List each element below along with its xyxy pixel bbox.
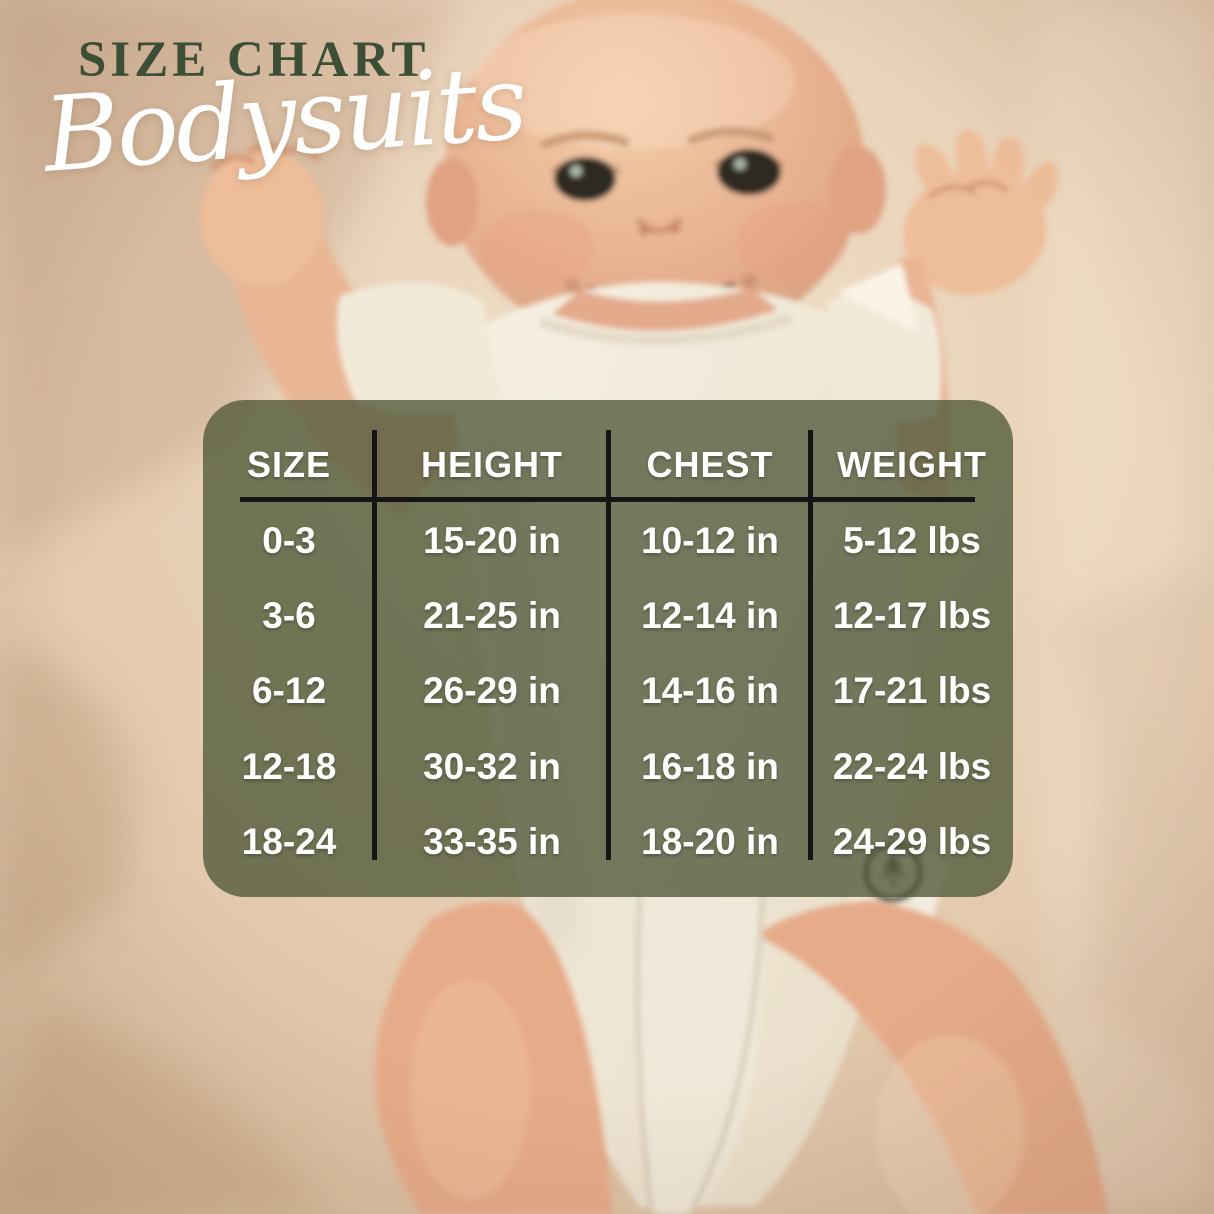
cell-chest-18-24: 18-20 in xyxy=(641,821,779,863)
cell-chest-6-12: 14-16 in xyxy=(641,670,779,712)
cell-weight-12-18: 22-24 lbs xyxy=(832,745,992,787)
size-table-panel: SIZE HEIGHT CHEST WEIGHT 0-3 15-20 in 10… xyxy=(203,400,1013,897)
column-divider xyxy=(372,430,377,860)
cell-height-6-12: 26-29 in xyxy=(423,670,561,712)
cell-weight-3-6: 12-17 lbs xyxy=(832,595,992,637)
column-header-weight: WEIGHT xyxy=(837,443,987,485)
cell-size-18-24: 18-24 xyxy=(241,821,337,863)
header-underline xyxy=(240,497,975,502)
cell-height-0-3: 15-20 in xyxy=(423,519,561,561)
column-divider xyxy=(808,430,813,860)
column-header-size: SIZE xyxy=(246,443,331,485)
cell-height-18-24: 33-35 in xyxy=(423,821,561,863)
cell-chest-3-6: 12-14 in xyxy=(641,595,779,637)
column-header-height: HEIGHT xyxy=(420,443,563,485)
cell-height-3-6: 21-25 in xyxy=(423,595,561,637)
cell-chest-0-3: 10-12 in xyxy=(641,519,779,561)
cell-height-12-18: 30-32 in xyxy=(423,745,561,787)
cell-size-3-6: 3-6 xyxy=(262,595,316,637)
size-table: SIZE HEIGHT CHEST WEIGHT 0-3 15-20 in 10… xyxy=(203,400,1013,897)
cell-weight-18-24: 24-29 lbs xyxy=(832,821,992,863)
column-divider xyxy=(606,430,611,860)
cell-weight-0-3: 5-12 lbs xyxy=(843,519,981,561)
cell-size-0-3: 0-3 xyxy=(262,519,316,561)
cell-size-12-18: 12-18 xyxy=(241,745,337,787)
cell-size-6-12: 6-12 xyxy=(251,670,327,712)
cell-chest-12-18: 16-18 in xyxy=(641,745,779,787)
cell-weight-6-12: 17-21 lbs xyxy=(832,670,992,712)
column-header-chest: CHEST xyxy=(646,443,774,485)
